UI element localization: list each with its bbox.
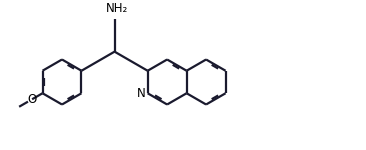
Text: O: O	[27, 93, 37, 106]
Text: NH₂: NH₂	[105, 2, 128, 15]
Text: N: N	[137, 87, 146, 100]
